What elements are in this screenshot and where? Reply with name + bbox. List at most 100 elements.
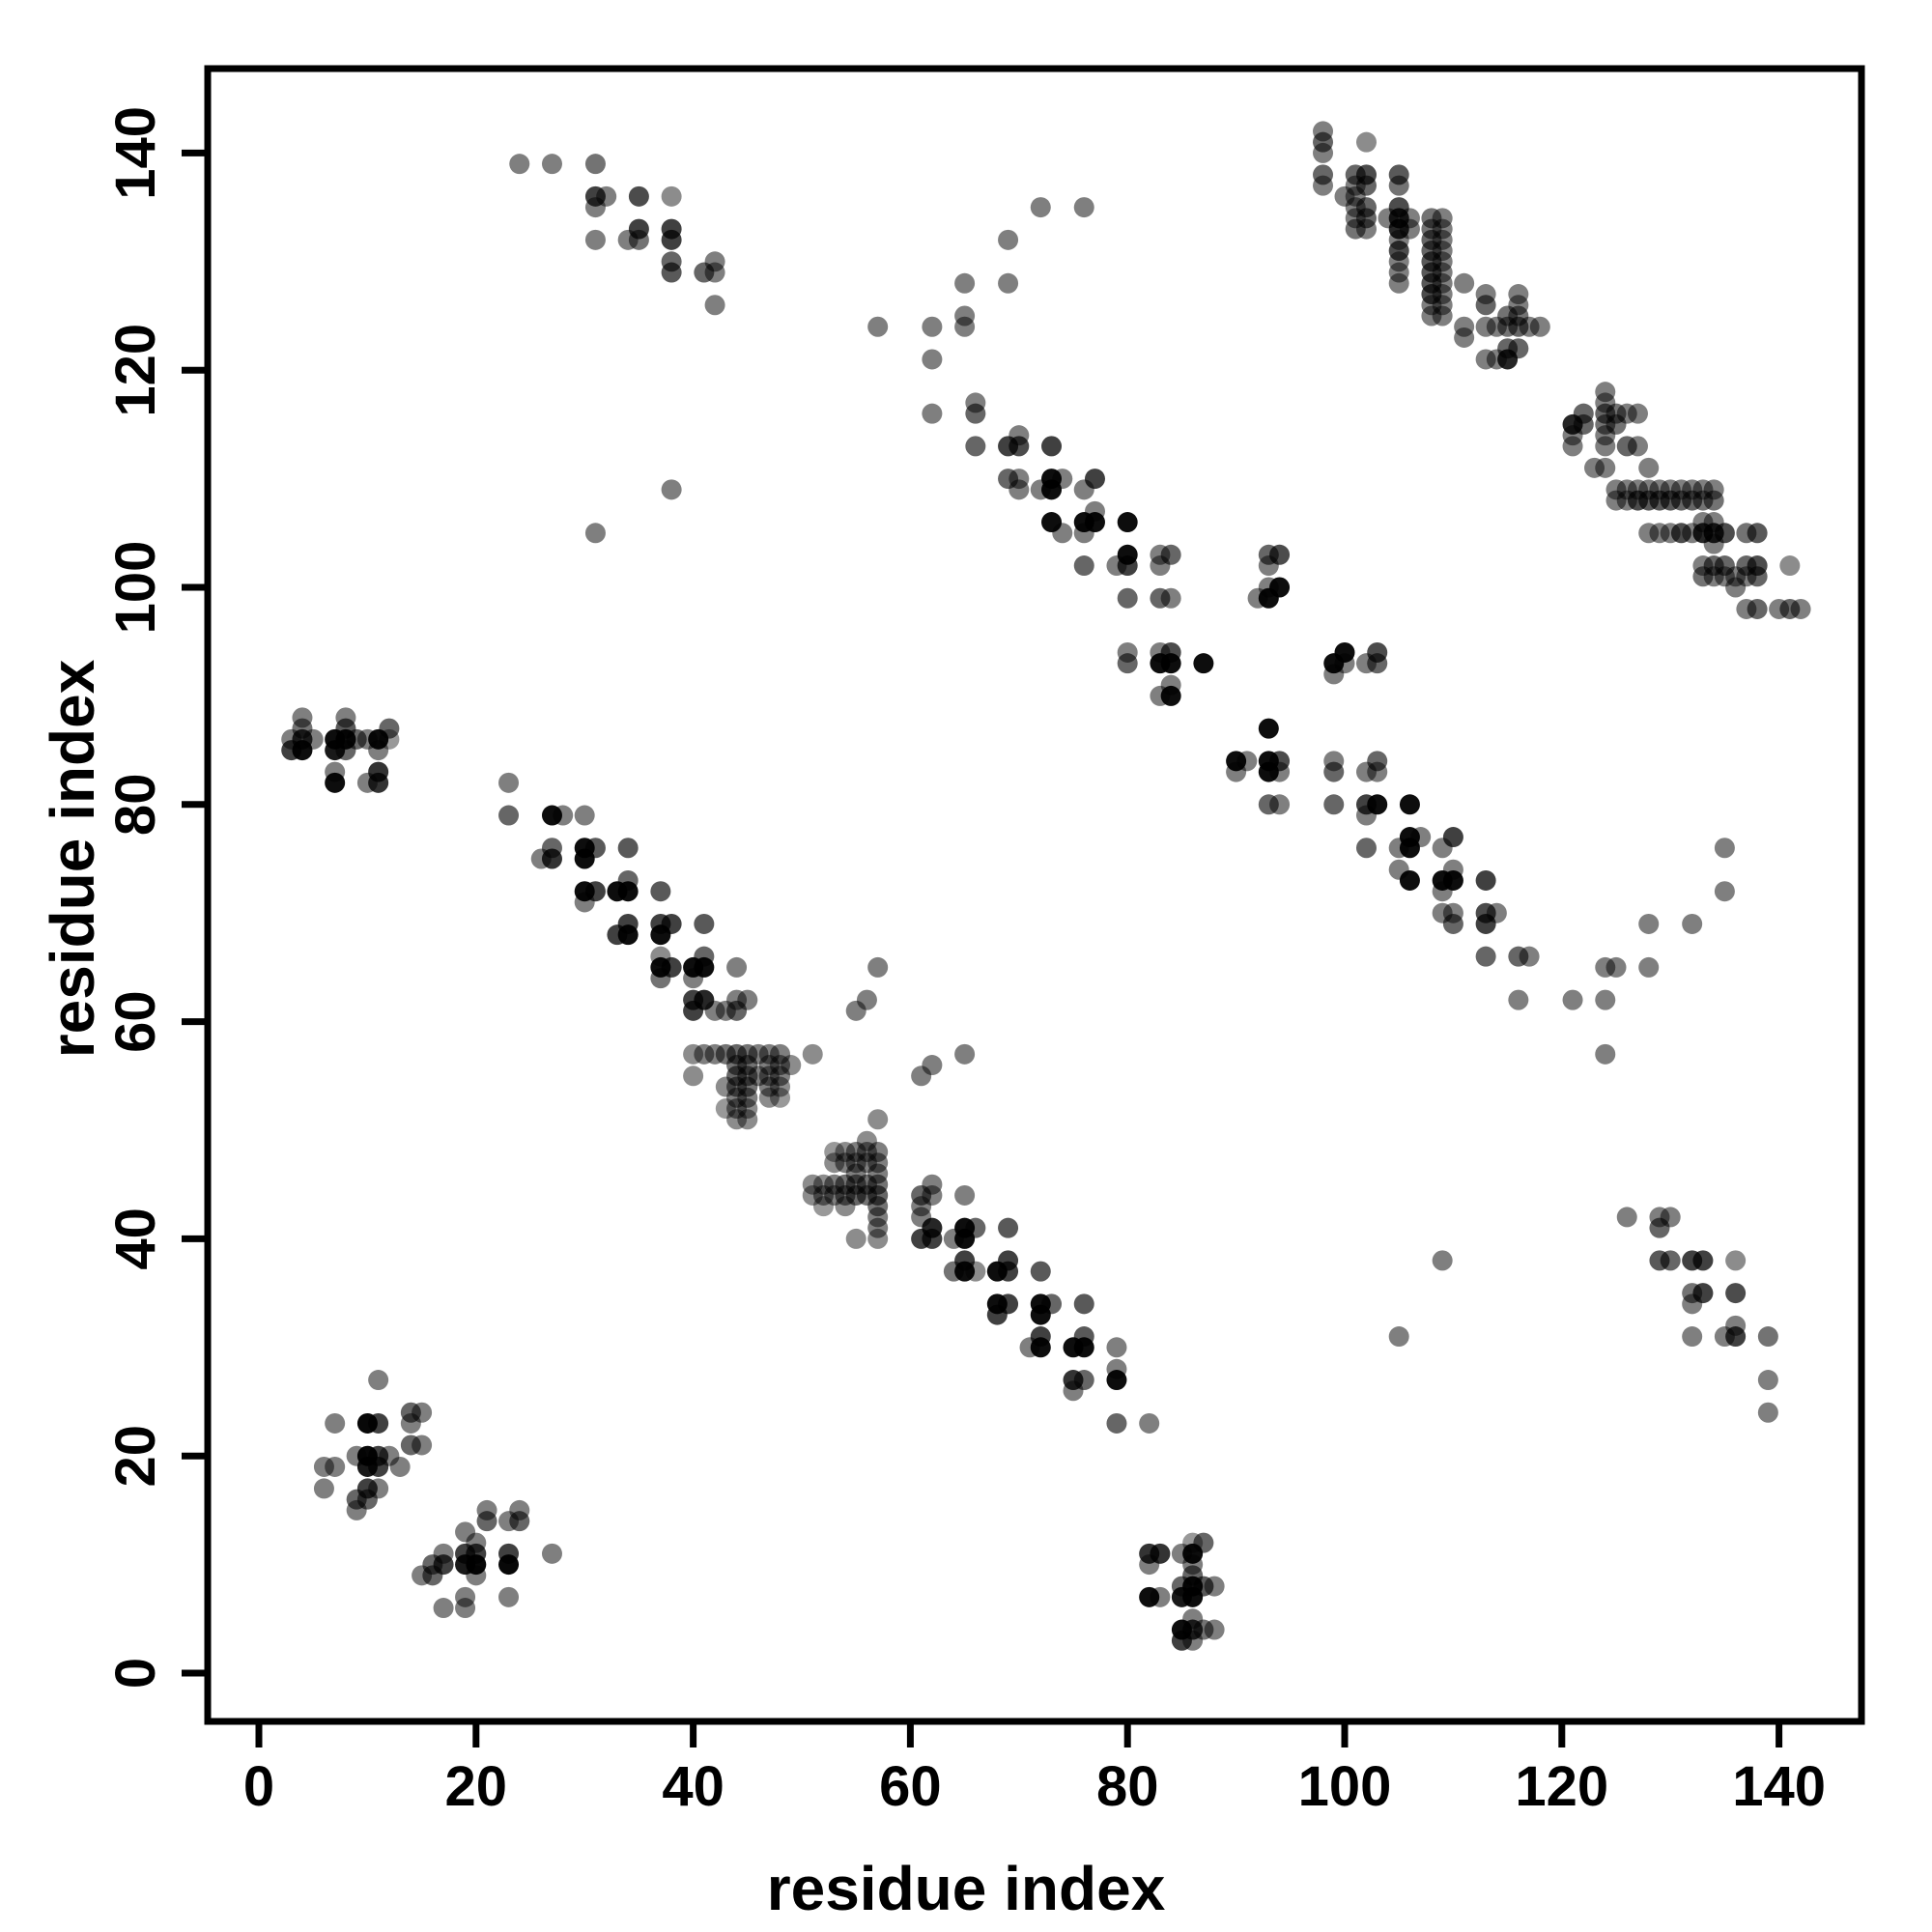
data-point — [1432, 305, 1453, 327]
axis-tick-label: 0 — [243, 1755, 274, 1818]
data-point — [368, 772, 389, 793]
data-point — [498, 1586, 520, 1607]
data-point — [1388, 175, 1409, 196]
axis-tick-label: 140 — [104, 106, 167, 200]
data-point — [1649, 1250, 1670, 1271]
data-point — [325, 772, 346, 793]
data-point — [683, 1065, 704, 1087]
data-point — [965, 403, 986, 424]
data-point — [1432, 869, 1453, 891]
data-point — [1073, 1293, 1094, 1315]
data-point — [661, 229, 682, 250]
data-point — [1692, 555, 1714, 577]
data-point — [628, 185, 649, 207]
data-point — [498, 805, 520, 826]
data-point — [812, 1184, 834, 1206]
data-point — [856, 989, 877, 1010]
axis-tick-label: 20 — [104, 1425, 167, 1488]
data-point — [1269, 577, 1291, 598]
data-point — [1454, 327, 1475, 348]
data-point — [574, 848, 595, 869]
data-point — [1595, 382, 1616, 403]
axis-tick-label: 60 — [879, 1755, 942, 1818]
data-point — [661, 262, 682, 283]
data-point — [292, 740, 313, 761]
data-point — [986, 1293, 1008, 1315]
data-point — [867, 1109, 889, 1130]
data-point — [1638, 956, 1660, 978]
data-point — [737, 1098, 758, 1120]
data-point — [1030, 197, 1051, 218]
data-point — [661, 479, 682, 500]
axis-tick-label: 100 — [104, 541, 167, 635]
data-point — [412, 1402, 433, 1423]
data-point — [1454, 272, 1475, 294]
data-point — [584, 229, 606, 250]
data-point — [1355, 131, 1377, 153]
data-point — [1041, 512, 1063, 533]
data-point — [1073, 555, 1094, 577]
data-point — [1160, 685, 1181, 706]
data-point — [335, 740, 356, 761]
data-point — [1475, 946, 1496, 967]
data-point — [509, 1499, 530, 1520]
axis-tick-label: 80 — [1096, 1755, 1159, 1818]
data-point — [867, 956, 889, 978]
data-point — [1714, 881, 1735, 902]
axis-tick-label: 120 — [104, 324, 167, 417]
data-point — [325, 1412, 346, 1434]
data-point — [1616, 1207, 1637, 1228]
data-point — [1367, 794, 1388, 815]
y-axis-title: residue index — [38, 659, 107, 1059]
data-point — [1584, 457, 1605, 478]
data-point — [1714, 1326, 1735, 1348]
data-point — [802, 1184, 823, 1206]
data-point — [1355, 838, 1377, 859]
data-point — [455, 1586, 476, 1607]
data-point — [1323, 751, 1345, 772]
data-point — [1410, 827, 1432, 848]
data-point — [1714, 838, 1735, 859]
data-point — [1084, 500, 1105, 522]
data-point — [943, 1228, 964, 1249]
axis-tick-label: 80 — [104, 774, 167, 837]
data-point — [824, 1152, 845, 1174]
data-point — [1682, 1326, 1703, 1348]
data-point — [1486, 902, 1507, 923]
data-point — [498, 1543, 520, 1564]
data-point — [1595, 956, 1616, 978]
data-point — [368, 1370, 389, 1391]
data-point — [1193, 653, 1214, 674]
data-point — [574, 892, 595, 913]
plot-border — [204, 65, 1865, 1725]
data-point — [1171, 1576, 1192, 1597]
data-point — [965, 436, 986, 457]
data-point — [726, 1098, 748, 1120]
axis-tick-label: 120 — [1515, 1755, 1608, 1818]
data-point — [802, 1043, 823, 1065]
data-point — [1757, 1326, 1778, 1348]
data-point — [1399, 794, 1420, 815]
data-point — [498, 772, 520, 793]
data-point — [1682, 1250, 1703, 1271]
data-point — [1106, 1358, 1127, 1379]
data-point — [1041, 436, 1063, 457]
data-point — [922, 316, 943, 337]
data-point — [726, 1000, 748, 1021]
data-point — [617, 924, 639, 946]
data-point — [802, 1174, 823, 1195]
data-point — [1562, 989, 1583, 1010]
data-point — [1019, 1337, 1040, 1358]
data-point — [1779, 555, 1801, 577]
data-point — [325, 1456, 346, 1477]
data-point — [1736, 523, 1757, 544]
data-point — [1117, 512, 1138, 533]
data-point — [1139, 1412, 1160, 1434]
data-point — [1497, 349, 1519, 370]
data-point — [1009, 425, 1030, 446]
data-point — [911, 1184, 932, 1206]
data-point — [1106, 1412, 1127, 1434]
axis-tick-label: 40 — [662, 1755, 724, 1818]
data-point — [998, 1217, 1019, 1238]
